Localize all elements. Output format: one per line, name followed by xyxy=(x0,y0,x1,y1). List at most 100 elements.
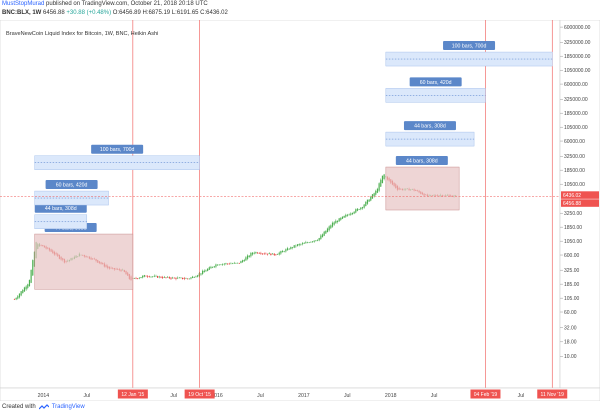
candle-body xyxy=(346,214,349,216)
x-tick-label: Jul xyxy=(344,393,351,399)
candle-body xyxy=(208,267,210,270)
candle-body xyxy=(348,214,350,216)
marker-date-label: 04 Feb '19 xyxy=(474,392,498,398)
candle-body xyxy=(218,264,220,266)
candle-body xyxy=(195,276,197,278)
marker-date-label-box xyxy=(537,389,568,399)
candle-body xyxy=(182,277,184,280)
candle-body xyxy=(202,270,204,274)
y-tick-label: 10500.00 xyxy=(564,182,585,188)
candle-body xyxy=(345,214,347,217)
candle-body xyxy=(217,264,219,266)
projection-label: 44 bars, 308d xyxy=(45,206,77,212)
tradingview-brand[interactable]: TradingView xyxy=(51,404,85,410)
candle-body xyxy=(378,183,380,191)
x-tick-label: Jul xyxy=(518,393,525,399)
candle-body xyxy=(226,263,229,265)
candle-body xyxy=(145,275,147,277)
box-label-box xyxy=(395,156,448,166)
candle-body xyxy=(318,237,320,241)
symbol-info: BNC:BLX, 1W 6456.88 +30.88 (+0.48%) O:64… xyxy=(2,10,228,16)
candle-body xyxy=(135,278,137,279)
candle-body xyxy=(162,277,164,279)
candle-body xyxy=(361,207,364,209)
projection-label-box xyxy=(409,77,462,87)
candle-body xyxy=(172,277,174,279)
candle-body xyxy=(140,277,142,279)
y-tick-label: 18500.00 xyxy=(564,168,585,174)
candle-body xyxy=(30,269,32,283)
candle-body xyxy=(240,261,242,264)
marker-date-label: 12 Jan '15 xyxy=(121,392,144,398)
x-tick-label: Jul xyxy=(170,393,177,399)
candle-body xyxy=(158,276,160,278)
candle-body xyxy=(290,246,292,250)
candle-body xyxy=(193,277,195,278)
candle-body xyxy=(248,255,250,258)
y-tick-label: 60000.00 xyxy=(564,139,585,145)
candle-body xyxy=(310,241,312,243)
y-tick-label: 325000.00 xyxy=(564,97,588,103)
candle-body xyxy=(245,257,247,261)
projection-label: 100 bars, 700d xyxy=(100,147,135,153)
candle-body xyxy=(355,209,357,213)
chart-frame: 44 bars, 308d 44 bars, 308d 44 bars, 308d 6… xyxy=(0,19,601,402)
y-tick-label: 1850000.00 xyxy=(564,54,591,60)
candle-body xyxy=(143,275,145,277)
candle-body xyxy=(241,260,244,263)
candle-body xyxy=(210,266,212,269)
price-label-box xyxy=(561,191,599,199)
candle-body xyxy=(212,266,214,268)
candle-body xyxy=(188,278,190,280)
marker-date-label: 19 Oct '15 xyxy=(188,392,211,398)
y-tick-label: 1850.00 xyxy=(564,225,582,231)
range-box[interactable] xyxy=(385,166,460,211)
candle-body xyxy=(340,217,342,220)
candle-body xyxy=(298,244,300,246)
candle-body xyxy=(203,270,205,273)
candle-body xyxy=(263,253,265,255)
candle-body xyxy=(373,193,375,197)
y-tick-label: 600000.00 xyxy=(564,82,588,88)
candle-body xyxy=(133,278,135,279)
projection-range[interactable] xyxy=(34,214,88,229)
candle-body xyxy=(313,240,315,242)
candle-body xyxy=(303,242,305,244)
range-box[interactable] xyxy=(34,233,134,290)
candle-body xyxy=(305,242,307,244)
price-label-box xyxy=(561,199,599,207)
x-tick-label: Jul xyxy=(431,393,438,399)
candle-body xyxy=(183,278,185,279)
candle-body xyxy=(220,264,222,266)
candle-body xyxy=(273,253,275,256)
candle-body xyxy=(187,278,189,280)
candle-body xyxy=(295,245,297,247)
y-tick-label: 600.00 xyxy=(564,253,580,259)
projection-label-box xyxy=(403,121,456,131)
candle-body xyxy=(376,188,379,193)
candle-body xyxy=(213,266,215,268)
candle-body xyxy=(271,253,274,255)
candle-body xyxy=(150,276,152,278)
candle-body xyxy=(351,212,354,215)
candle-body xyxy=(200,273,202,275)
candle-body xyxy=(356,208,359,211)
chart-title: BraveNewCoin Liquid Index for Bitcoin, 1… xyxy=(6,31,158,37)
projection-label: 60 bars, 420d xyxy=(56,182,88,188)
marker-date-label-box xyxy=(470,389,501,399)
candle-body xyxy=(315,240,317,242)
candle-body xyxy=(177,277,179,279)
author-link[interactable]: MustStopMurad xyxy=(2,1,45,7)
candle-body xyxy=(18,293,21,298)
candle-body xyxy=(328,226,330,231)
candle-body xyxy=(288,248,290,250)
candle-body xyxy=(17,296,19,299)
candle-body xyxy=(358,209,360,210)
candle-body xyxy=(222,263,224,265)
candle-body xyxy=(207,268,209,271)
candle-body xyxy=(148,276,150,278)
candle-body xyxy=(246,255,249,259)
candle-body xyxy=(291,247,294,248)
y-tick-label: 3250.00 xyxy=(564,211,582,217)
x-tick-label: 2014 xyxy=(38,393,50,399)
